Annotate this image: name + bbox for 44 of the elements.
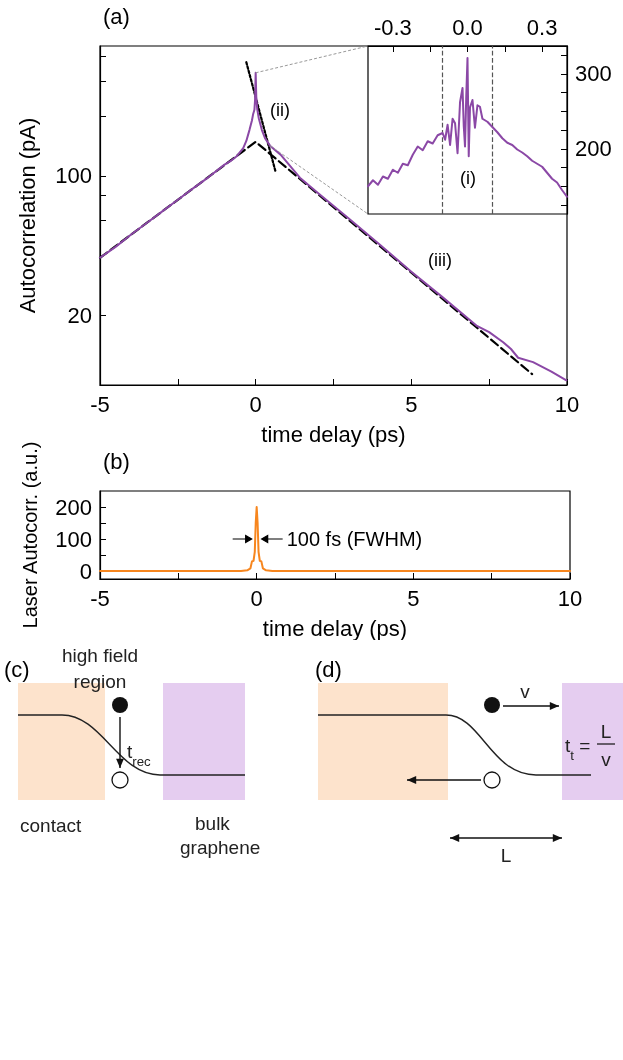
- x-tick-label: 10: [554, 391, 580, 417]
- y-axis-title: Autocorrelation (pA): [14, 117, 40, 314]
- x-tick-label: -5: [90, 585, 110, 611]
- x-tick-label: -5: [90, 391, 110, 417]
- text: bulk: [195, 813, 231, 834]
- y-axis-title: Laser Autocorr. (a.u.): [19, 441, 41, 629]
- x-tick-label: 0.3: [526, 14, 558, 40]
- line-series: [99, 506, 571, 572]
- y-tick-label: 300: [575, 61, 612, 87]
- text: v: [520, 681, 531, 702]
- x-axis-title: time delay (ps): [262, 615, 408, 641]
- text: v: [601, 749, 612, 770]
- text: L: [500, 845, 512, 866]
- y-tick-label: 0: [79, 558, 92, 584]
- text: t$_{rec}$: [127, 741, 152, 769]
- line-series: [99, 71, 568, 382]
- y-tick-label: 20: [67, 302, 92, 328]
- y-tick-label: 200: [575, 136, 612, 162]
- annotation: (i): [460, 168, 476, 188]
- annotation: 100 fs (FWHM): [286, 528, 423, 550]
- x-tick-label: 5: [405, 391, 418, 417]
- annotation: (iii): [428, 250, 452, 270]
- text: contact: [20, 815, 82, 836]
- x-tick-label: 0: [250, 585, 263, 611]
- y-tick-label: 100: [55, 526, 92, 552]
- chart-title: (b): [103, 448, 130, 474]
- annotation: (ii): [270, 100, 290, 120]
- x-tick-label: 10: [557, 585, 583, 611]
- x-tick-label: 0: [249, 391, 262, 417]
- x-axis-title: time delay (ps): [261, 421, 406, 447]
- line-series: [367, 57, 568, 198]
- chart-title: (a): [103, 3, 130, 29]
- y-tick-label: 100: [55, 163, 92, 189]
- x-tick-label: 5: [407, 585, 420, 611]
- y-tick-label: 200: [55, 494, 92, 520]
- text: t$_{t}$ =: [565, 735, 591, 763]
- text: region: [73, 671, 127, 692]
- text: L: [600, 721, 612, 742]
- text: graphene: [180, 837, 261, 858]
- x-tick-label: 0.0: [452, 14, 483, 40]
- text: (d): [315, 657, 342, 682]
- text: high field: [61, 645, 139, 666]
- text: (c): [4, 657, 30, 682]
- x-tick-label: -0.3: [373, 14, 412, 40]
